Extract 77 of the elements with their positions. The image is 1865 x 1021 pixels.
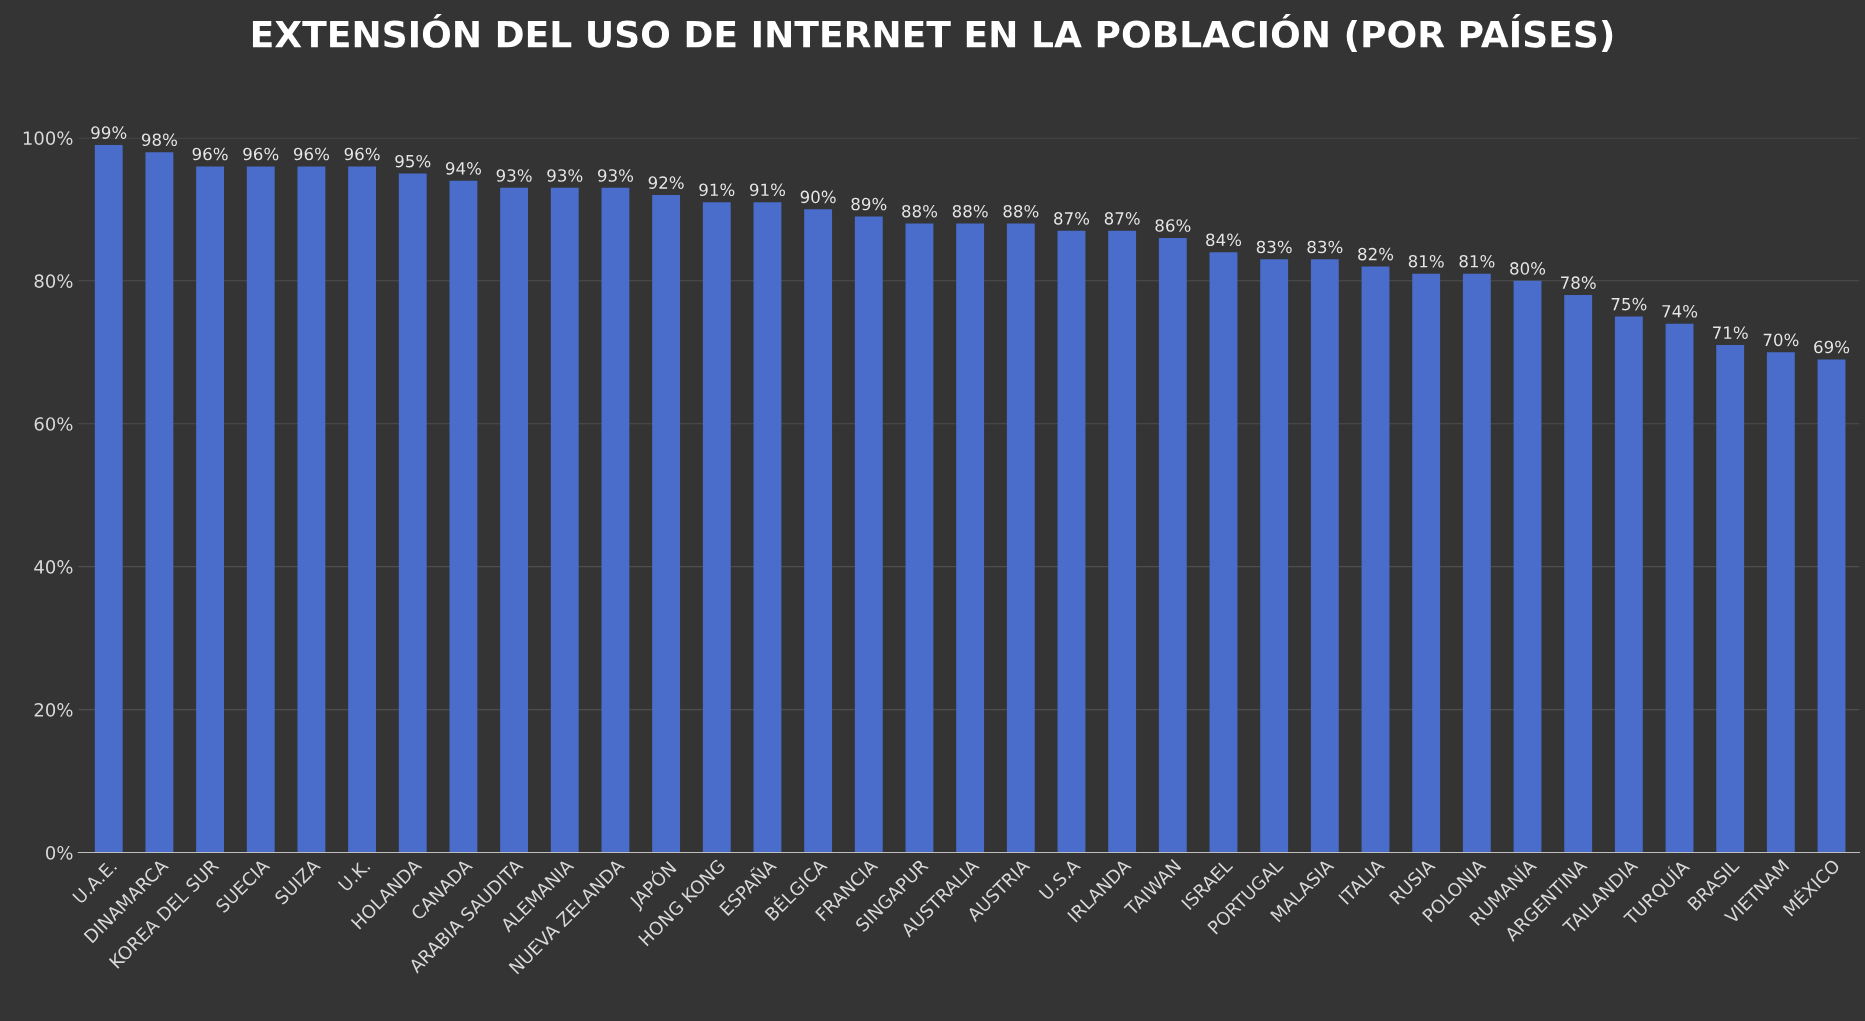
data-label: 69% bbox=[1814, 340, 1850, 354]
data-label: 83% bbox=[1256, 240, 1292, 254]
y-tick-label: 100% bbox=[23, 131, 73, 145]
y-tick-label: 60% bbox=[34, 417, 73, 431]
bar bbox=[145, 152, 174, 853]
data-label: 88% bbox=[902, 204, 938, 218]
data-label: 96% bbox=[293, 147, 330, 161]
data-label: 88% bbox=[1003, 204, 1039, 218]
data-label: 87% bbox=[1104, 212, 1140, 225]
data-label: 93% bbox=[547, 169, 583, 182]
data-label: 93% bbox=[597, 169, 634, 182]
bar bbox=[1614, 316, 1643, 853]
y-tick-label: 0% bbox=[46, 845, 73, 860]
data-label: 87% bbox=[1054, 212, 1090, 225]
data-label: 71% bbox=[1713, 326, 1748, 340]
data-label: 94% bbox=[445, 162, 482, 175]
bar bbox=[1564, 295, 1593, 853]
data-label: 88% bbox=[952, 204, 988, 218]
bar bbox=[297, 166, 326, 853]
data-label: 93% bbox=[496, 169, 532, 182]
bar bbox=[702, 202, 731, 853]
y-tick-label: 80% bbox=[34, 274, 73, 288]
data-label: 81% bbox=[1408, 254, 1444, 268]
bar bbox=[246, 166, 275, 853]
data-label: 86% bbox=[1155, 219, 1191, 232]
chart-title: EXTENSIÓN DEL USO DE INTERNET EN LA POBLACIÓN (POR PAÍSES) bbox=[252, 13, 1613, 53]
bar bbox=[804, 209, 833, 853]
bar bbox=[956, 223, 985, 853]
bar bbox=[601, 187, 630, 853]
bar bbox=[94, 144, 123, 853]
data-label: 74% bbox=[1662, 304, 1698, 318]
data-label: 78% bbox=[1561, 276, 1596, 289]
bar bbox=[1310, 259, 1339, 853]
data-label: 92% bbox=[648, 176, 684, 189]
data-label: 99% bbox=[91, 126, 127, 139]
bar bbox=[449, 180, 478, 853]
bar bbox=[1766, 352, 1795, 853]
bar bbox=[905, 223, 934, 853]
bar bbox=[1158, 237, 1187, 853]
data-label: 82% bbox=[1358, 247, 1394, 261]
bar bbox=[1006, 223, 1035, 853]
bar bbox=[1716, 345, 1745, 853]
bar bbox=[550, 187, 579, 853]
bar bbox=[854, 216, 883, 853]
bar bbox=[1412, 273, 1441, 853]
bar bbox=[1513, 280, 1542, 853]
data-label: 89% bbox=[851, 197, 887, 211]
data-label: 96% bbox=[243, 147, 279, 161]
bar bbox=[1057, 230, 1086, 853]
data-label: 80% bbox=[1510, 262, 1546, 275]
bar bbox=[753, 202, 782, 853]
y-tick-label: 20% bbox=[34, 703, 73, 717]
bar bbox=[1462, 273, 1491, 853]
data-label: 70% bbox=[1763, 333, 1799, 347]
data-label: 96% bbox=[192, 147, 228, 161]
data-label: 95% bbox=[395, 154, 431, 168]
bar bbox=[1209, 252, 1238, 853]
y-tick-label: 40% bbox=[34, 560, 73, 574]
bar bbox=[1260, 259, 1289, 853]
bar bbox=[652, 195, 681, 853]
data-label: 84% bbox=[1206, 233, 1242, 247]
data-label: 91% bbox=[749, 183, 786, 197]
bar bbox=[196, 166, 225, 853]
bar bbox=[1361, 266, 1390, 853]
bar bbox=[1817, 359, 1846, 853]
data-label: 91% bbox=[699, 183, 735, 197]
data-label: 96% bbox=[344, 147, 380, 161]
data-label: 90% bbox=[800, 190, 836, 204]
bar bbox=[500, 187, 529, 853]
bar bbox=[1108, 230, 1137, 853]
bar bbox=[348, 166, 377, 853]
data-label: 98% bbox=[141, 133, 178, 147]
bar bbox=[1665, 323, 1694, 853]
data-label: 83% bbox=[1307, 240, 1343, 254]
bar bbox=[398, 173, 427, 853]
data-label: 75% bbox=[1611, 297, 1647, 311]
data-label: 81% bbox=[1459, 254, 1495, 268]
